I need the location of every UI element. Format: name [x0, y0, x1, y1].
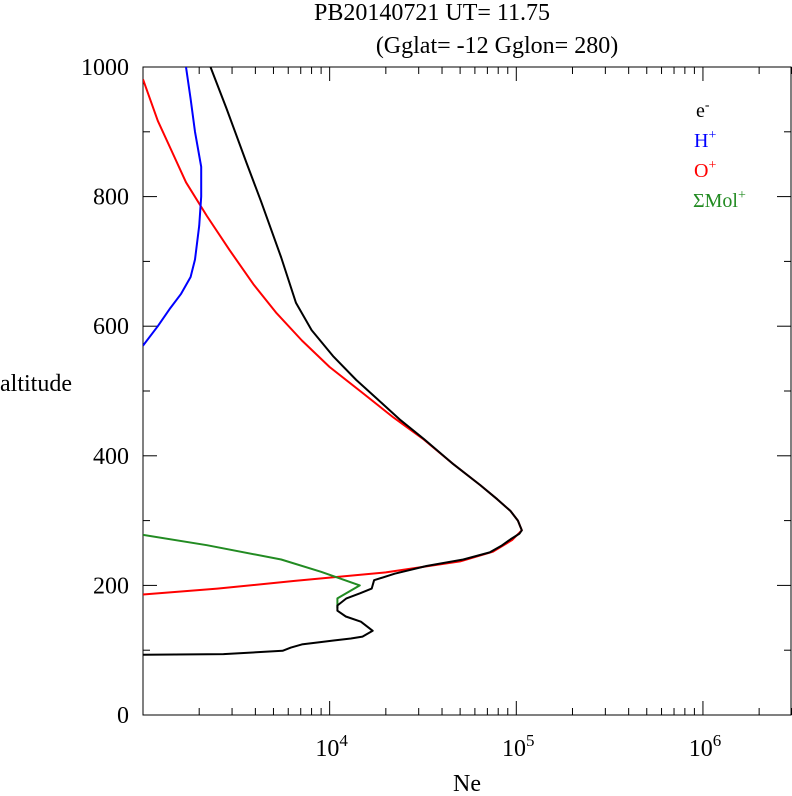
legend: e-H+O+ΣMol+: [693, 98, 746, 212]
legend-entry: H+: [694, 128, 716, 152]
y-tick-label: 400: [93, 444, 129, 470]
x-tick-label-exponent: 6: [713, 731, 722, 750]
series-line-hydrogen-ion: [143, 67, 203, 347]
legend-label-superscript: +: [708, 158, 716, 173]
series-line-molecular-ion: [143, 533, 361, 609]
series-lines: [143, 67, 523, 656]
y-tick-label: 1000: [81, 55, 129, 81]
legend-label: H: [694, 130, 708, 152]
x-tick-label-base: 10: [689, 736, 713, 762]
y-tick-label: 0: [117, 703, 129, 729]
x-tick-label: 106: [689, 731, 722, 762]
legend-entry: ΣMol+: [693, 188, 746, 212]
y-tick-label: 600: [93, 314, 129, 340]
chart-title: PB20140721 UT= 11.75: [314, 0, 550, 26]
y-tick-label: 200: [93, 573, 129, 599]
legend-entry: e-: [696, 98, 710, 122]
legend-entry: O+: [694, 158, 716, 182]
legend-label-superscript: +: [738, 188, 746, 203]
x-axis-label: Ne: [453, 771, 481, 796]
legend-label: O: [694, 160, 708, 182]
y-tick-label: 800: [93, 185, 129, 211]
y-axis-label: altitude: [0, 371, 72, 397]
x-tick-label-exponent: 4: [339, 731, 348, 750]
legend-label-superscript: -: [705, 98, 710, 113]
x-tick-label-base: 10: [315, 736, 339, 762]
x-tick-label: 104: [315, 731, 348, 762]
x-tick-label-base: 10: [502, 736, 526, 762]
legend-label-superscript: +: [708, 128, 716, 143]
series-line-electron: [143, 67, 523, 656]
x-axis: 104 105 106: [142, 67, 792, 762]
chart-subtitle: (Gglat= -12 Gglon= 280): [376, 33, 618, 59]
legend-label: ΣMol: [693, 190, 738, 212]
y-axis: 0 200 400 600 800 1000: [81, 55, 791, 729]
x-tick-label-exponent: 5: [526, 731, 535, 750]
legend-label: e: [696, 100, 705, 122]
x-tick-label: 105: [502, 731, 535, 762]
